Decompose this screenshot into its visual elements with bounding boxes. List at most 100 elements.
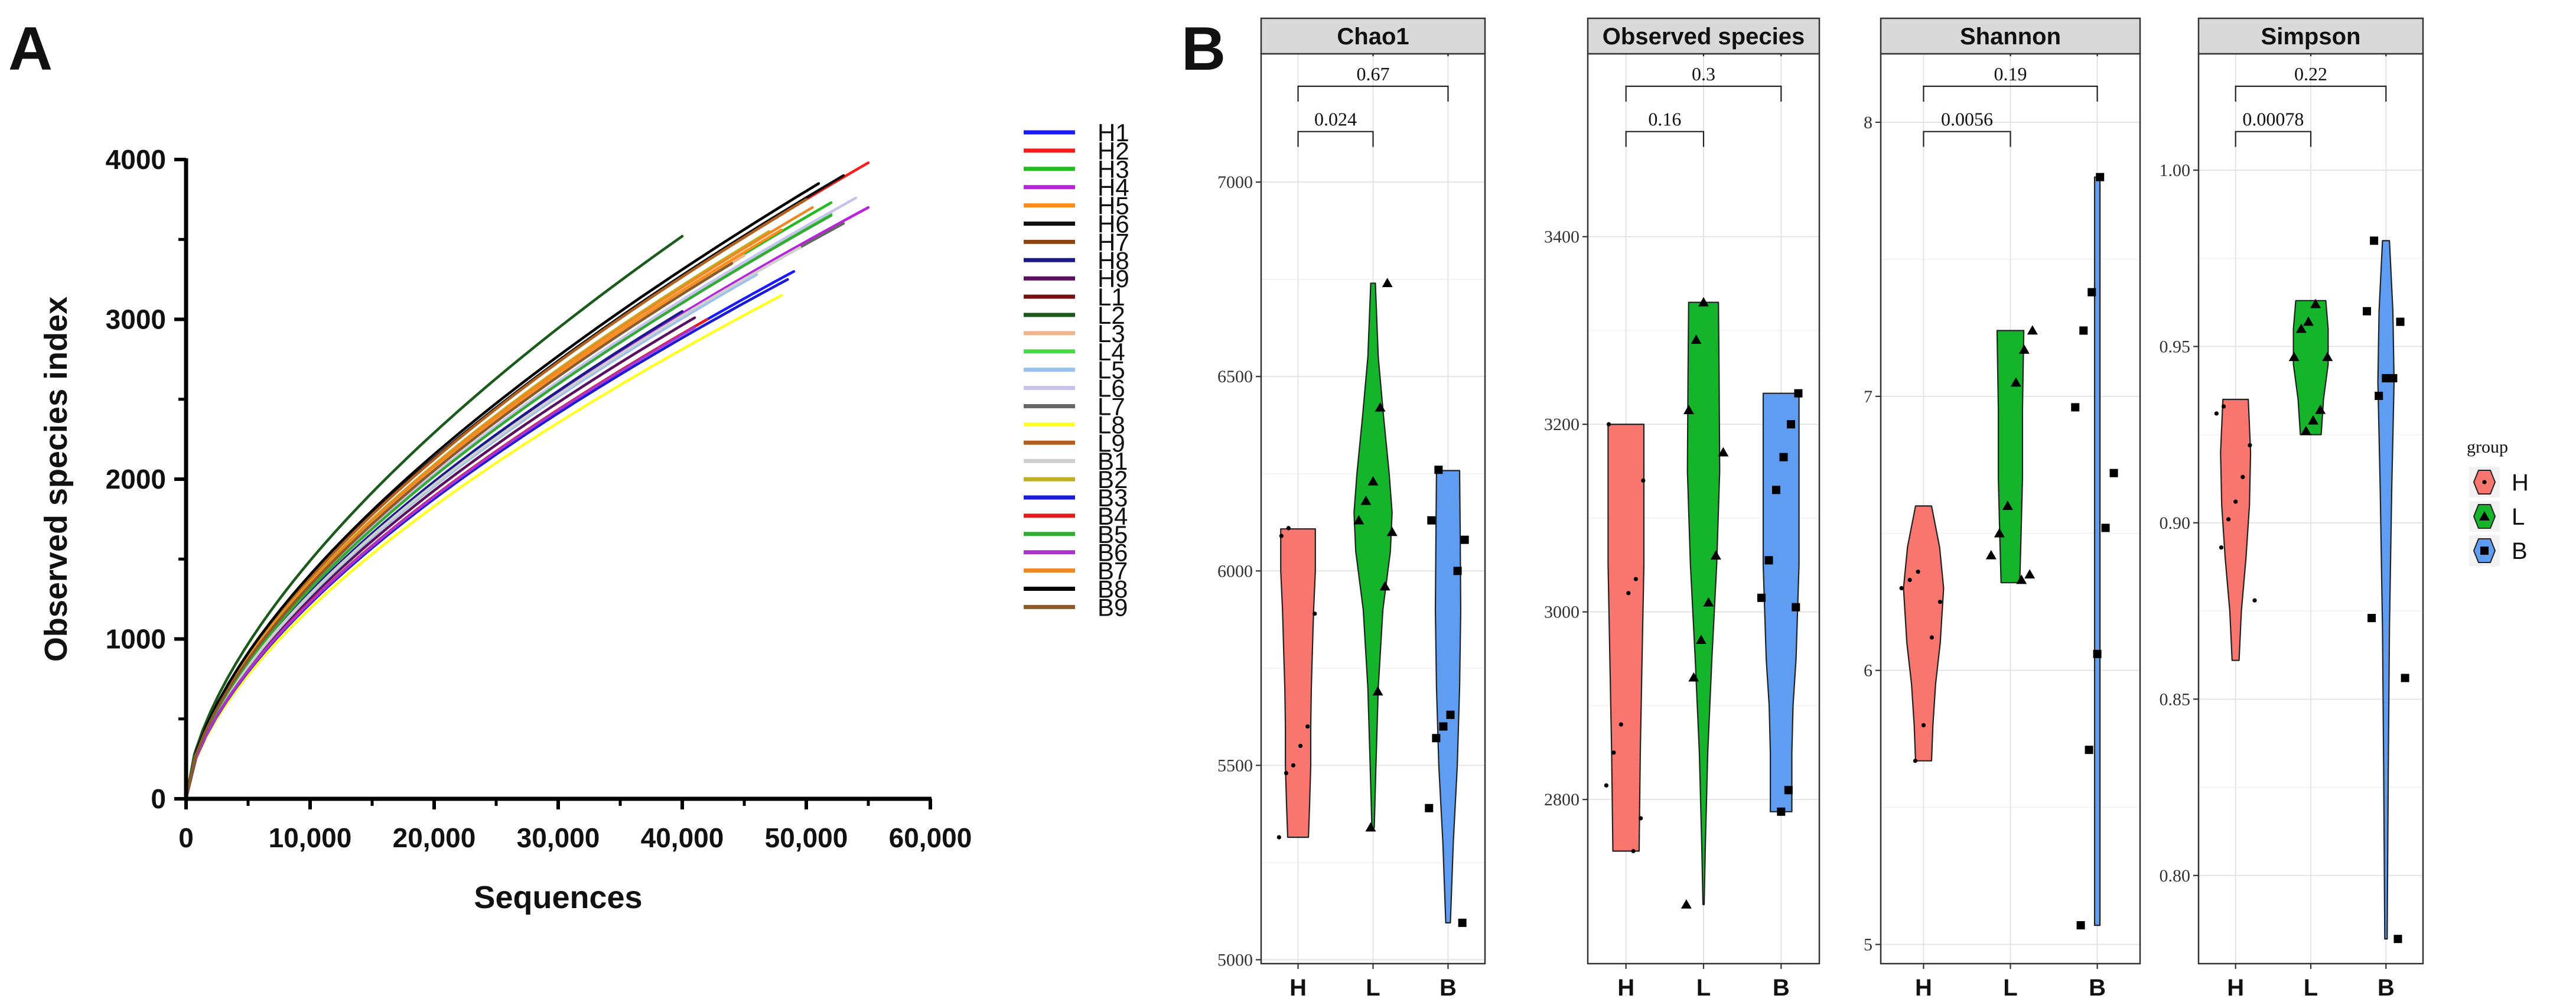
point-l <box>1695 635 1707 645</box>
curve-l5 <box>184 273 758 801</box>
point-l <box>1691 334 1702 344</box>
legend-label: L8 <box>1098 411 1125 438</box>
y-axis-title: Observed species index <box>38 297 74 662</box>
significance-bracket <box>1923 85 2098 102</box>
point-l <box>1710 550 1721 560</box>
x-tick-label: H <box>1915 975 1932 1001</box>
x-tick-label: B <box>1440 975 1457 1001</box>
y-tick-label: 8 <box>1864 113 1872 132</box>
x-tick-label: L <box>2003 975 2017 1001</box>
point-h <box>1276 835 1281 840</box>
point-h <box>2221 404 2226 409</box>
curve-h2 <box>184 161 870 801</box>
point-l <box>1360 495 1372 505</box>
point-h <box>1916 570 1920 574</box>
point-b <box>2367 614 2376 623</box>
point-h <box>1284 770 1289 776</box>
p-value-label: 0.67 <box>1357 63 1390 84</box>
x-tick-label: L <box>1696 975 1711 1001</box>
curve-h7 <box>184 302 709 801</box>
point-l <box>2010 377 2021 387</box>
legend-label: B <box>2512 538 2528 564</box>
point-b <box>2382 374 2391 383</box>
point-b <box>2396 317 2405 326</box>
x-tick-label: B <box>2378 975 2395 1001</box>
point-b <box>1425 804 1434 812</box>
point-h <box>1913 759 1918 763</box>
point-h <box>2252 598 2257 603</box>
point-b <box>2363 307 2371 316</box>
curve-l9 <box>184 198 808 801</box>
legend-label: H4 <box>1098 174 1129 201</box>
point-h <box>1305 724 1310 729</box>
legend-label: H3 <box>1098 155 1129 183</box>
x-tick-label: 40,000 <box>641 822 724 853</box>
point-b <box>1764 556 1773 565</box>
legend-label: H9 <box>1098 265 1129 292</box>
legend-label: B6 <box>1098 539 1128 567</box>
y-tick-label: 0.85 <box>2160 689 2191 709</box>
point-b <box>1432 734 1441 743</box>
facet-chao1: 0.0240.670.11Chao150005500600065007000HL… <box>1217 17 1486 1001</box>
point-l <box>2016 574 2027 584</box>
violin-l <box>1686 301 1721 906</box>
legend-point-b <box>2480 547 2489 555</box>
y-tick-label: 5500 <box>1217 756 1253 775</box>
point-b <box>2096 173 2105 181</box>
facet-strip <box>2197 17 2424 55</box>
point-l <box>1375 402 1386 412</box>
legend-label: L6 <box>1098 375 1125 402</box>
point-b <box>2370 236 2379 245</box>
point-b <box>1453 567 1462 575</box>
y-tick-label: 5000 <box>1217 950 1253 970</box>
point-h <box>1626 591 1631 596</box>
curve-l4 <box>184 212 833 801</box>
point-b <box>1784 786 1793 795</box>
y-tick-label: 2800 <box>1544 790 1580 809</box>
point-l <box>1353 515 1364 525</box>
y-tick-label: 3000 <box>106 304 166 335</box>
significance-bracket <box>2235 85 2387 102</box>
y-tick-label: 1.00 <box>2160 161 2191 180</box>
y-tick-label: 0.90 <box>2160 513 2191 533</box>
point-h <box>1929 635 1935 640</box>
significance-bracket <box>2235 131 2312 147</box>
point-b <box>2093 649 2102 658</box>
point-l <box>2002 500 2013 510</box>
curve-h9 <box>184 316 696 801</box>
significance-bracket <box>1297 131 1374 147</box>
curve-h4 <box>184 206 870 801</box>
x-tick-label: L <box>2304 975 2318 1001</box>
point-l <box>1718 447 1729 457</box>
point-h <box>2226 517 2231 522</box>
legend-label: H1 <box>1098 119 1129 147</box>
curve-b1 <box>184 246 802 801</box>
y-tick-label: 1000 <box>106 624 166 655</box>
legend-label: H6 <box>1098 210 1129 238</box>
point-b <box>1771 486 1780 495</box>
alpha-diversity-violin-chart: 0.0240.670.11Chao150005500600065007000HL… <box>1217 17 2529 1001</box>
point-l <box>1382 278 1393 288</box>
point-l <box>2027 325 2038 335</box>
point-h <box>1641 478 1646 483</box>
point-l <box>1688 672 1699 682</box>
violin-h <box>1607 424 1645 852</box>
point-l <box>2322 352 2333 362</box>
point-h <box>1291 763 1296 767</box>
y-tick-label: 4000 <box>106 144 166 175</box>
legend-label: B4 <box>1098 502 1128 530</box>
curve-b6 <box>184 326 696 801</box>
point-b <box>2401 674 2409 682</box>
curve-l8 <box>184 294 783 801</box>
point-b <box>1460 535 1469 544</box>
point-h <box>1937 600 1943 604</box>
point-h <box>1604 783 1608 788</box>
legend-label: H7 <box>1098 228 1129 256</box>
point-l <box>2024 569 2036 579</box>
curve-l6 <box>184 196 858 801</box>
violin-b <box>2377 240 2395 940</box>
x-tick-label: 60,000 <box>889 822 972 853</box>
legend-label: H2 <box>1098 137 1129 165</box>
x-tick-label: 0 <box>178 822 194 853</box>
point-h <box>1313 612 1317 616</box>
